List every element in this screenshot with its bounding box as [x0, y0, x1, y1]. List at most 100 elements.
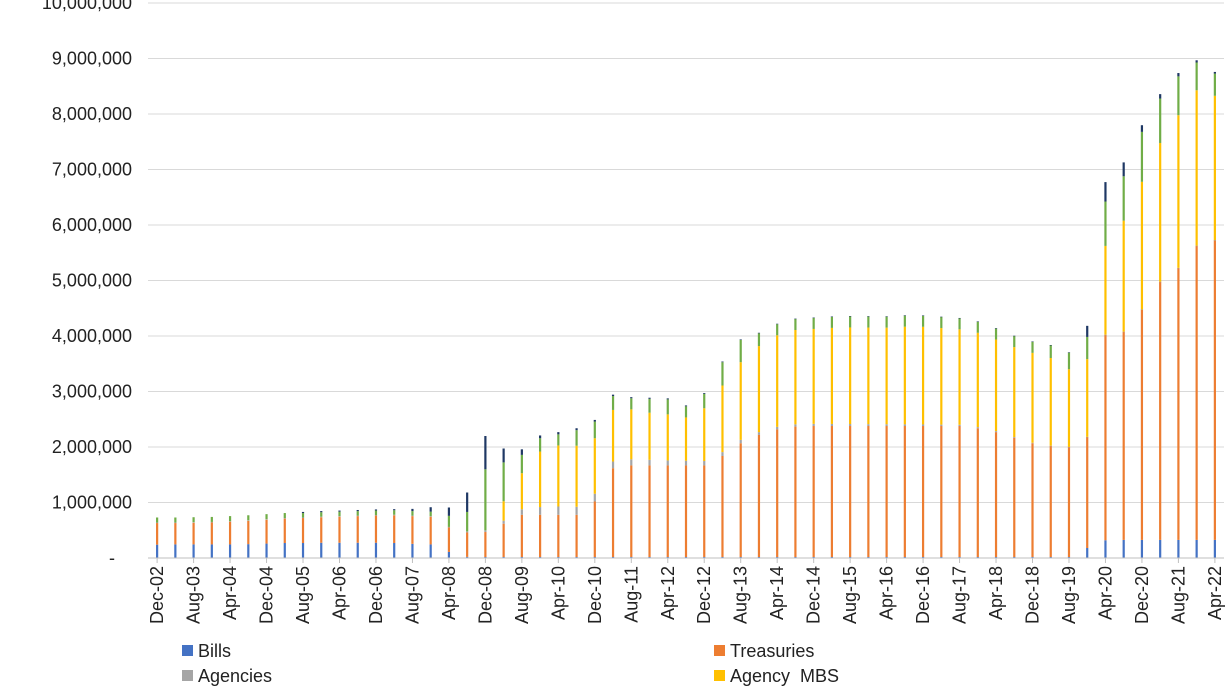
- bar-segment-bills: [356, 542, 359, 558]
- bar-segment-bills: [156, 544, 159, 558]
- bar-segment-other: [1213, 73, 1216, 96]
- bar-segment-other: [1122, 176, 1125, 221]
- bar-segment-treasuries: [757, 434, 761, 557]
- bar-segment-agency-mbs: [958, 329, 961, 425]
- bar-segment-other-2: [1177, 73, 1180, 77]
- bar-segment-agencies: [776, 426, 779, 430]
- bar-segment-agencies: [1159, 281, 1162, 283]
- bar-segment-treasuries: [666, 465, 669, 557]
- bar-segment-other: [174, 517, 177, 523]
- bar-segment-agency-mbs: [539, 451, 542, 508]
- bar-segment-other-2: [648, 397, 651, 399]
- bar-segment-treasuries: [575, 514, 578, 557]
- bar-segment-other: [885, 316, 888, 328]
- bar-segment-other-2: [1213, 71, 1216, 74]
- bar-segment-agencies: [940, 424, 943, 427]
- bar-segment-bills: [283, 543, 286, 558]
- bar-segment-other-2: [703, 393, 706, 394]
- bar-segment-agencies: [812, 423, 815, 427]
- bar-segment-treasuries: [1067, 447, 1071, 557]
- bar-segment-other-2: [356, 509, 359, 512]
- bar-segment-treasuries: [429, 516, 432, 545]
- bar-segment-other: [502, 462, 505, 502]
- x-tick-label: Apr-16: [877, 566, 897, 620]
- bar-segment-other: [794, 318, 797, 331]
- bar-segment-agency-mbs: [1159, 142, 1162, 282]
- bar-segment-bills: [1104, 540, 1107, 558]
- bar-segment-other: [757, 333, 761, 347]
- bar-segment-agencies: [539, 507, 542, 515]
- bar-segment-agencies: [1104, 334, 1107, 336]
- bar-segment-treasuries: [721, 455, 724, 557]
- bar-segment-other-2: [1159, 94, 1162, 99]
- x-tick-label: Aug-11: [621, 566, 641, 623]
- bar-segment-other: [940, 316, 943, 329]
- bar-segment-other-2: [666, 398, 669, 400]
- y-tick-label: 7,000,000: [52, 160, 132, 180]
- bar-segment-other: [994, 328, 998, 340]
- bar-segment-agencies: [1086, 436, 1089, 438]
- bar-segment-other: [338, 511, 341, 517]
- bar-segment-agencies: [1177, 267, 1180, 269]
- bar-segment-agencies: [1013, 437, 1016, 438]
- bar-segment-treasuries: [210, 522, 213, 545]
- bar-segment-agencies: [921, 424, 925, 427]
- bar-segment-agencies: [757, 432, 761, 435]
- bar-segment-agencies: [156, 522, 159, 524]
- legend-label-treasuries: Treasuries: [730, 641, 814, 661]
- bar-segment-other-2: [739, 339, 742, 340]
- bar-segment-treasuries: [1177, 267, 1180, 540]
- x-tick-label: Aug-17: [950, 566, 970, 624]
- bar-segment-other-2: [1104, 182, 1107, 202]
- bar-segment-other-2: [1122, 162, 1125, 177]
- bar-segment-other-2: [830, 316, 833, 318]
- y-tick-label: 4,000,000: [52, 326, 132, 346]
- bar-segment-bills: [192, 544, 195, 558]
- bar-segment-other-2: [1049, 344, 1052, 346]
- y-tick-label: 3,000,000: [52, 382, 132, 402]
- legend-swatch-bills: [182, 645, 193, 656]
- bar-segment-other-2: [338, 510, 341, 512]
- bar-segment-other: [776, 324, 779, 336]
- bar-segment-other: [1067, 352, 1071, 370]
- bar-segment-other: [812, 317, 815, 329]
- bar-segment-treasuries: [630, 465, 633, 557]
- bar-segment-other-2: [520, 449, 523, 455]
- bar-segment-treasuries: [393, 515, 396, 544]
- x-tick-label: Apr-08: [439, 566, 459, 620]
- bar-segment-agencies: [794, 424, 797, 427]
- bar-segment-agency-mbs: [1104, 245, 1107, 335]
- bar-segment-agencies: [174, 522, 177, 524]
- legend-item-agencies: Agencies: [182, 666, 272, 686]
- y-tick-label: 8,000,000: [52, 104, 132, 124]
- bar-segment-treasuries: [447, 527, 451, 552]
- bar-segment-agencies: [1031, 442, 1034, 444]
- x-tick-label: Aug-15: [840, 566, 860, 624]
- bar-segment-other: [1104, 201, 1107, 246]
- bar-segment-bills: [1177, 539, 1180, 558]
- bar-segment-agency-mbs: [703, 408, 706, 461]
- bar-segment-treasuries: [611, 468, 615, 557]
- bar-segment-bills: [1213, 539, 1216, 558]
- bar-segment-other: [228, 516, 232, 522]
- bar-segment-treasuries: [411, 516, 414, 544]
- bar-segment-other: [466, 511, 469, 532]
- bar-segment-agencies: [666, 460, 669, 466]
- bar-segment-agency-mbs: [557, 445, 560, 507]
- bar-segment-agencies: [320, 516, 323, 518]
- bar-segment-treasuries: [794, 426, 797, 557]
- bar-segment-agencies: [721, 452, 724, 456]
- axes: [148, 557, 1224, 563]
- bar-segment-agencies: [265, 519, 268, 520]
- bar-segment-other-2: [1013, 335, 1016, 337]
- bar-segment-other-2: [301, 511, 305, 514]
- bar-segment-other: [849, 316, 852, 328]
- legend-item-agency-mbs: Agency MBS: [714, 666, 839, 686]
- bar-segment-other: [557, 434, 560, 446]
- bar-segment-other-2: [958, 317, 961, 319]
- bar-segment-bills: [1122, 539, 1125, 558]
- bar-segment-treasuries: [994, 432, 998, 558]
- x-tick-label: Dec-10: [585, 566, 605, 624]
- bar-segment-other-2: [976, 321, 979, 322]
- bar-segment-other-2: [466, 492, 469, 512]
